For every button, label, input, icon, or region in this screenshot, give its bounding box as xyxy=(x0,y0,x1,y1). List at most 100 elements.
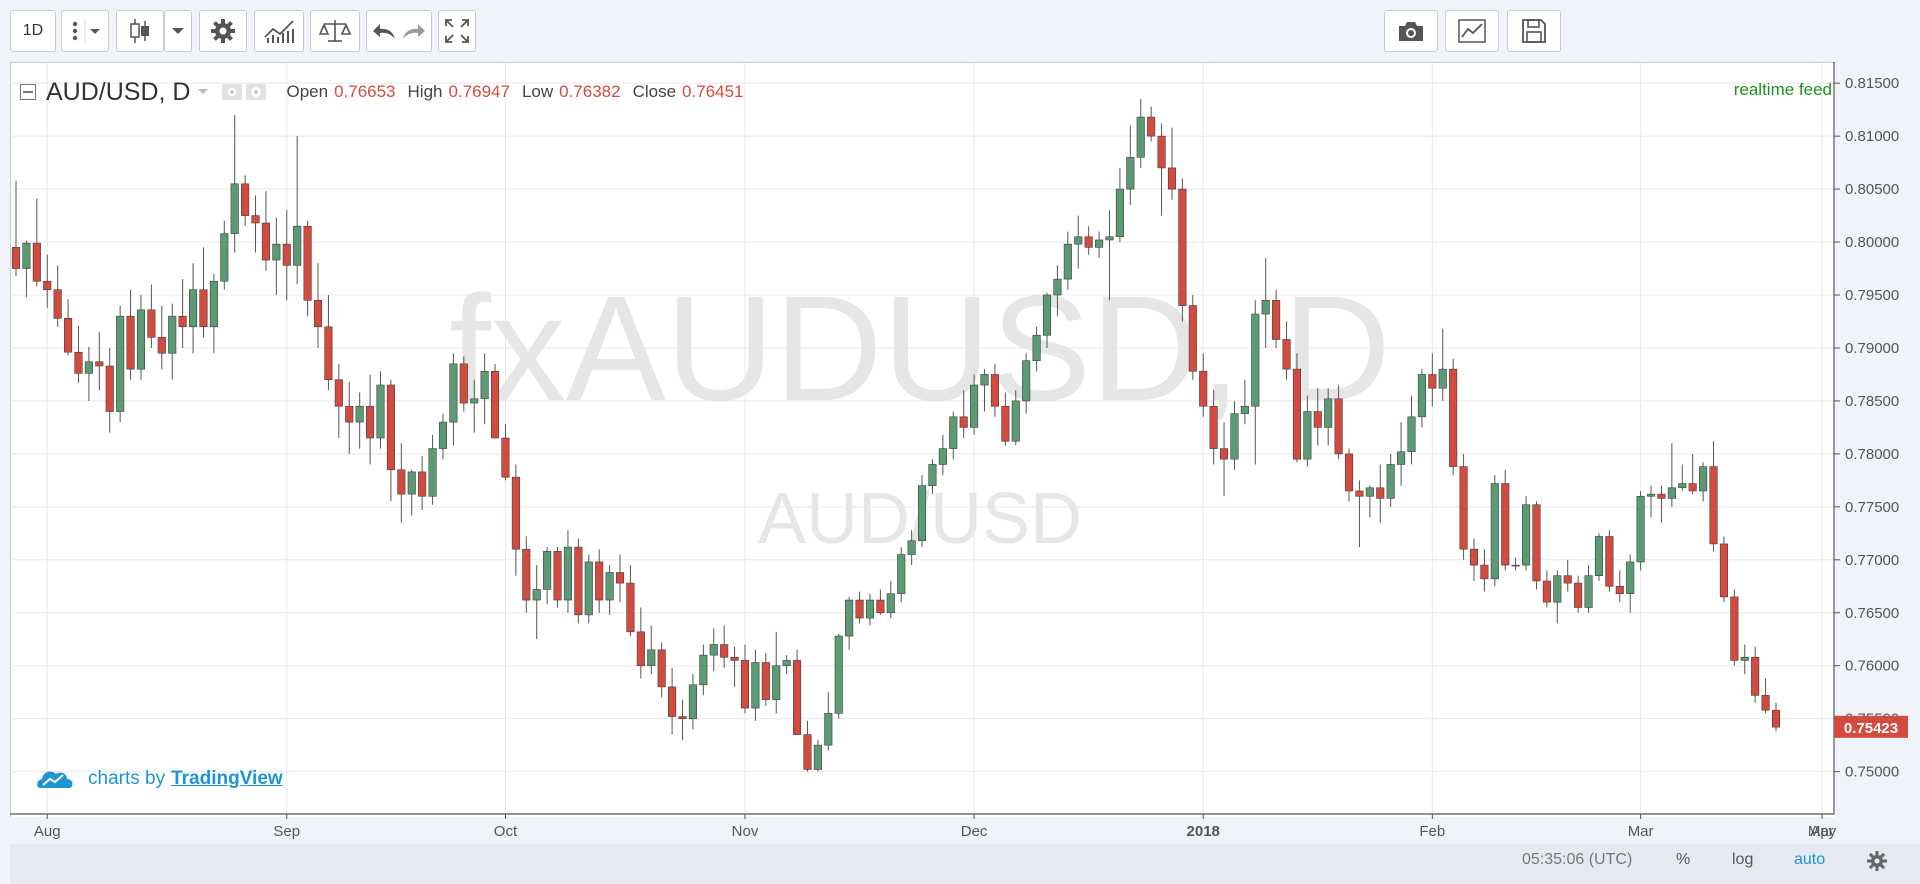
candle-body xyxy=(1397,451,1406,465)
kebab-dropdown-icon xyxy=(72,19,100,43)
candle xyxy=(709,628,718,672)
candle-body xyxy=(1574,582,1583,608)
candle xyxy=(1115,167,1124,243)
candle-body xyxy=(84,361,93,374)
interval-menu-button[interactable] xyxy=(61,10,109,52)
candle xyxy=(1740,644,1749,675)
candle-body xyxy=(1719,543,1728,598)
close-label: Close xyxy=(632,82,677,101)
last-price-badge xyxy=(1834,715,1908,738)
candle xyxy=(1022,353,1031,414)
candle-body xyxy=(11,247,21,269)
save-button[interactable] xyxy=(1507,10,1561,52)
candle xyxy=(1251,300,1260,465)
legend-collapse-icon[interactable] xyxy=(20,84,36,100)
candle xyxy=(1469,538,1479,581)
candle-body xyxy=(199,289,208,328)
candle xyxy=(647,625,656,675)
candle-body xyxy=(959,416,968,428)
candle xyxy=(1480,549,1489,592)
tradingview-link[interactable]: TradingView xyxy=(171,768,283,789)
candle xyxy=(949,411,958,460)
chart-style-dropdown[interactable] xyxy=(164,10,192,52)
candle xyxy=(1188,295,1197,380)
auto-toggle[interactable]: auto xyxy=(1794,851,1826,868)
candle xyxy=(1282,321,1291,380)
candle-body xyxy=(1001,405,1010,442)
candle xyxy=(1167,127,1177,200)
candle xyxy=(136,295,146,380)
line-chart-icon xyxy=(1458,19,1486,43)
candle-body xyxy=(251,215,260,224)
top-toolbar: 1D xyxy=(0,0,1920,62)
camera-icon xyxy=(1399,22,1423,41)
candle-body xyxy=(1240,405,1249,414)
compare-button[interactable] xyxy=(310,10,360,52)
interval-label: 1D xyxy=(22,22,44,39)
fullscreen-button[interactable] xyxy=(438,10,476,52)
candle-body xyxy=(1157,135,1166,169)
candle-body xyxy=(147,309,156,338)
candle-body xyxy=(1511,564,1520,567)
candle-body xyxy=(53,289,62,319)
candle-body xyxy=(136,309,146,370)
x-tick-label: Feb xyxy=(1419,823,1445,840)
candle-body xyxy=(1584,575,1593,608)
indicators-button[interactable] xyxy=(254,10,304,52)
candle-body xyxy=(678,716,687,719)
candle xyxy=(1063,231,1072,290)
candle-body xyxy=(595,561,604,601)
candle xyxy=(824,692,833,751)
percent-toggle[interactable]: % xyxy=(1676,851,1691,868)
candle-body xyxy=(386,384,395,471)
candle xyxy=(511,464,520,576)
candle xyxy=(1324,388,1333,446)
candle xyxy=(1344,448,1354,502)
candle-body xyxy=(553,551,562,601)
candle xyxy=(1615,570,1624,603)
candle xyxy=(105,347,114,433)
undo-icon[interactable] xyxy=(371,17,399,45)
log-toggle[interactable]: log xyxy=(1732,851,1754,868)
interval-button[interactable]: 1D xyxy=(10,10,56,52)
candle-body xyxy=(1428,374,1437,389)
candle xyxy=(1501,469,1510,571)
candle-body xyxy=(1407,416,1416,453)
candle xyxy=(563,530,573,613)
y-tick-label: 0.80500 xyxy=(1845,181,1899,198)
candle-body xyxy=(1469,548,1479,566)
candle-body xyxy=(282,243,291,266)
candle xyxy=(615,554,625,603)
chevron-down-icon[interactable] xyxy=(196,87,210,97)
eye-icon[interactable] xyxy=(222,84,243,100)
gear-icon[interactable] xyxy=(246,84,267,100)
candle xyxy=(84,346,93,401)
chart-area[interactable] xyxy=(10,62,1835,817)
chart-style-button[interactable] xyxy=(116,10,164,52)
candle-body xyxy=(782,660,791,667)
candle xyxy=(1386,453,1395,507)
candle-body xyxy=(95,361,104,367)
candle-body xyxy=(688,684,697,719)
candle-body xyxy=(293,225,302,266)
candle xyxy=(282,210,291,301)
x-tick-label: Oct xyxy=(494,823,518,840)
candle xyxy=(1719,536,1728,603)
chart-type-button[interactable] xyxy=(1445,10,1499,52)
settings-gear-icon[interactable] xyxy=(1866,850,1888,872)
candle-body xyxy=(824,713,833,746)
legend-symbol[interactable]: AUD/USD, D xyxy=(46,77,191,106)
candle-body xyxy=(1438,368,1447,389)
snapshot-button[interactable] xyxy=(1384,10,1438,52)
candle xyxy=(1605,530,1614,592)
redo-icon[interactable] xyxy=(399,17,427,45)
settings-button[interactable] xyxy=(199,10,247,52)
candle xyxy=(157,305,166,370)
candle xyxy=(865,593,875,626)
y-tick-label: 0.78000 xyxy=(1845,446,1899,463)
candle xyxy=(917,475,927,548)
y-tick-label: 0.81500 xyxy=(1845,75,1899,92)
candle-body xyxy=(1501,483,1510,566)
candle xyxy=(199,247,208,338)
candle xyxy=(772,631,781,714)
